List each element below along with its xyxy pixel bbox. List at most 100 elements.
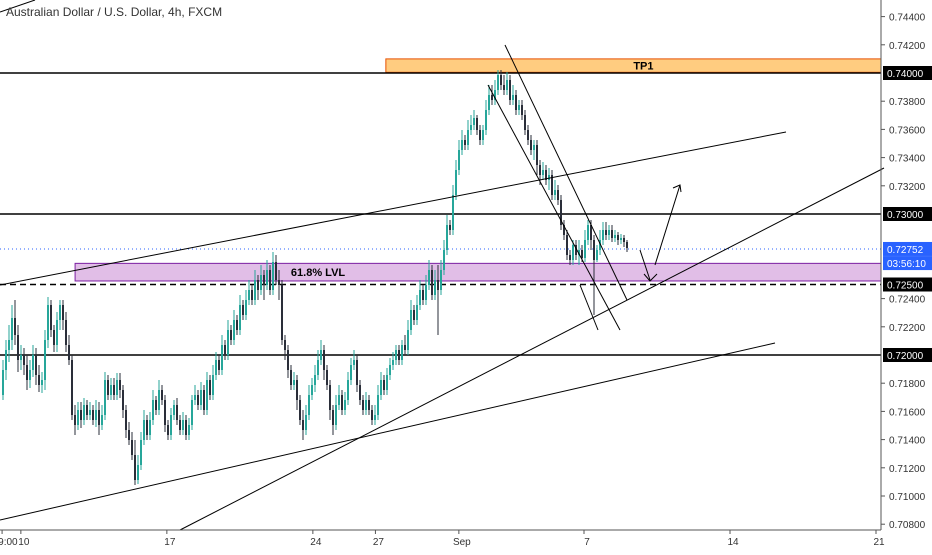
zones: TP1 61.8% LVL <box>74 58 882 282</box>
candle-body <box>626 242 628 248</box>
candle-body <box>59 305 61 320</box>
candle-body <box>104 380 106 415</box>
trend-line <box>179 167 885 531</box>
x-tick-label: 24 <box>310 537 322 548</box>
candle-body <box>11 318 13 340</box>
arrow-head-down <box>643 273 658 282</box>
candle-body <box>401 345 403 360</box>
candle-body <box>17 335 19 360</box>
candle-body <box>566 235 568 255</box>
candle-body <box>593 240 595 260</box>
candle-body <box>533 145 535 150</box>
candle-body <box>467 130 469 145</box>
candle-body <box>335 405 337 425</box>
candle-body <box>287 350 289 370</box>
candle-body <box>95 410 97 420</box>
y-tick-label: 0.73200 <box>889 182 926 193</box>
candle-body <box>596 250 598 260</box>
candle-body <box>437 280 439 290</box>
candle-body <box>575 245 577 255</box>
candle-body <box>404 345 406 350</box>
candle-body <box>77 410 79 425</box>
candle-body <box>500 75 502 85</box>
candle-body <box>329 385 331 410</box>
candle-body <box>353 360 355 365</box>
candle-body <box>377 395 379 415</box>
x-tick-label: 14 <box>727 537 739 548</box>
candle-body <box>569 255 571 260</box>
candle-body <box>371 410 373 420</box>
candle-body <box>461 140 463 150</box>
candle-body <box>419 290 421 305</box>
candle-body <box>209 380 211 395</box>
candle-body <box>548 175 550 180</box>
candle-body <box>341 395 343 410</box>
candle-body <box>149 420 151 435</box>
candle-body <box>101 415 103 425</box>
y-tick-label: 0.70800 <box>889 520 926 531</box>
candle-body <box>458 150 460 170</box>
candle-body <box>602 230 604 240</box>
candle-body <box>302 420 304 430</box>
candle-body <box>119 380 121 390</box>
candle-body <box>86 405 88 415</box>
candle-body <box>146 420 148 435</box>
candle-body <box>50 305 52 330</box>
candle-body <box>257 280 259 290</box>
candle-body <box>110 385 112 395</box>
candle-body <box>554 190 556 195</box>
candle-body <box>422 290 424 300</box>
candle-body <box>431 270 433 295</box>
x-tick-label: 21 <box>873 537 885 548</box>
candle-body <box>311 385 313 395</box>
candle-body <box>344 400 346 410</box>
level-label: 0.73000 <box>887 210 924 221</box>
level-label-bg <box>883 348 932 362</box>
candle-body <box>392 360 394 365</box>
candle-body <box>536 145 538 165</box>
candle-body <box>308 395 310 415</box>
candle-body <box>608 230 610 235</box>
candle-body <box>584 240 586 258</box>
candle-body <box>470 125 472 130</box>
candle-body <box>539 165 541 175</box>
candle-body <box>398 350 400 360</box>
candle-body <box>281 285 283 340</box>
candle-body <box>185 420 187 435</box>
candle-body <box>206 380 208 410</box>
candle-body <box>587 225 589 240</box>
candle-body <box>251 290 253 300</box>
candle-body <box>65 320 67 345</box>
candle-body <box>509 80 511 100</box>
y-tick-label: 0.72200 <box>889 323 926 334</box>
candle-body <box>98 410 100 425</box>
candle-body <box>572 245 574 260</box>
candle-body <box>200 390 202 405</box>
candle-body <box>389 365 391 375</box>
candle-body <box>347 380 349 400</box>
candle-body <box>368 400 370 410</box>
candle-body <box>488 95 490 110</box>
candle-body <box>557 190 559 200</box>
candle-body <box>521 105 523 115</box>
countdown-label-bg <box>883 256 932 271</box>
candle-body <box>167 425 169 435</box>
candle-body <box>434 280 436 295</box>
candle-body <box>248 290 250 300</box>
candle-body <box>74 415 76 425</box>
y-tick-label: 0.71200 <box>889 464 926 475</box>
candle-body <box>482 130 484 140</box>
candle-body <box>233 320 235 340</box>
x-tick-label: Sep <box>453 537 471 548</box>
candle-body <box>170 415 172 435</box>
candle-body <box>518 105 520 110</box>
candle-body <box>275 262 277 280</box>
candle-body <box>191 400 193 425</box>
tp1-label: TP1 <box>633 61 653 73</box>
candle-body <box>188 425 190 435</box>
candle-body <box>296 380 298 400</box>
y-tick-label: 0.74200 <box>889 41 926 52</box>
candle-body <box>161 390 163 400</box>
candle-body <box>23 355 25 365</box>
